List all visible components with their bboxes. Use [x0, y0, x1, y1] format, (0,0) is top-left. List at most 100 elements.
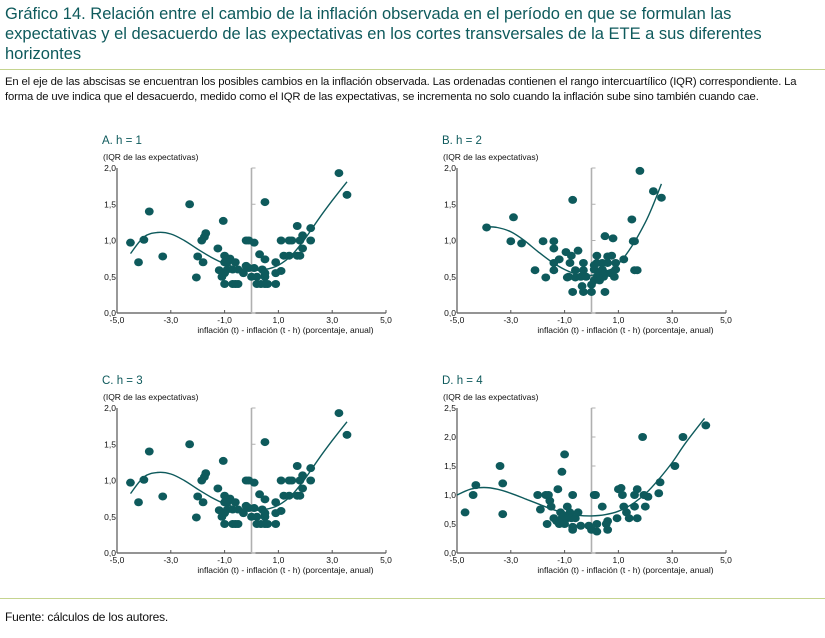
data-point	[276, 236, 286, 245]
data-point	[640, 502, 650, 511]
data-point	[144, 207, 154, 216]
scatter-plot: C. h = 3 (IQR de las expectativas) 0,0 0,5 1…	[102, 375, 392, 575]
data-point	[230, 498, 240, 507]
data-point	[542, 520, 552, 528]
data-point	[592, 527, 602, 536]
panel-title: A. h = 1	[102, 135, 142, 147]
data-point	[603, 517, 613, 526]
data-point	[284, 251, 294, 260]
y-tick-label: 0,0	[444, 308, 456, 318]
data-point	[233, 520, 243, 528]
data-point	[506, 237, 516, 246]
x-tick-label: -1,0	[557, 555, 572, 565]
data-point	[298, 244, 308, 253]
x-axis-label: inflación (t) - inflación (t - h) (porce…	[197, 565, 373, 575]
data-point	[549, 237, 559, 246]
x-tick-label: 3,0	[326, 555, 338, 565]
data-point	[553, 485, 563, 494]
data-point	[306, 236, 316, 245]
y-tick-label: 2,0	[444, 163, 456, 173]
data-point	[576, 521, 586, 530]
data-point	[263, 520, 273, 528]
data-point	[568, 491, 578, 499]
data-point	[271, 280, 281, 288]
data-point	[193, 492, 203, 501]
data-point	[498, 479, 508, 488]
data-point	[271, 498, 281, 507]
data-point	[298, 231, 308, 240]
y-tick-label: 1,0	[444, 490, 456, 500]
data-point	[185, 440, 195, 449]
data-point	[591, 491, 600, 499]
data-point	[533, 491, 543, 499]
data-point	[306, 476, 316, 485]
data-point	[292, 462, 302, 470]
top-divider	[0, 69, 825, 70]
data-point	[139, 235, 149, 244]
data-point	[260, 495, 270, 504]
data-point	[468, 491, 478, 499]
x-tick-label: -1,0	[557, 315, 572, 325]
data-point	[579, 258, 588, 267]
x-axis-label: inflación (t) - inflación (t - h) (porce…	[537, 565, 713, 575]
data-point	[126, 238, 135, 247]
fit-curve	[486, 183, 663, 277]
scatter-plot: B. h = 2 (IQR de las expectativas) 0,0 0,5 1…	[442, 135, 732, 335]
y-tick-label: 1,5	[104, 199, 116, 209]
panel-d: D. h = 4 (IQR de las expectativas) 0,0 0,5 1…	[430, 370, 770, 600]
data-point	[678, 433, 688, 441]
chart-description: En el eje de las abscisas se encuentran …	[5, 76, 797, 103]
fit-curve	[129, 181, 348, 272]
data-point	[581, 272, 591, 281]
data-point	[482, 223, 491, 232]
y-tick-label: 0,0	[444, 548, 456, 558]
y-tick-label: 1,5	[104, 439, 116, 449]
data-point	[608, 234, 618, 243]
y-tick-label: 0,0	[104, 548, 116, 558]
panel-c: C. h = 3 (IQR de las expectativas) 0,0 0,5 1…	[90, 370, 430, 600]
x-axis-label: inflación (t) - inflación (t - h) (porce…	[537, 325, 713, 335]
data-point	[295, 491, 305, 500]
y-tick-label: 0,5	[104, 272, 116, 282]
panel-a: A. h = 1 (IQR de las expectativas) 0,0 0,5 1…	[90, 130, 430, 360]
data-point	[460, 508, 470, 517]
data-point	[570, 266, 580, 275]
y-tick-label: 0,5	[444, 272, 456, 282]
x-tick-label: 3,0	[326, 315, 338, 325]
data-point	[298, 471, 308, 480]
y-tick-label: 2,0	[444, 432, 456, 442]
data-point	[334, 409, 344, 418]
data-point	[654, 489, 664, 498]
x-tick-label: -5,0	[110, 315, 125, 325]
data-point	[632, 514, 642, 523]
data-point	[252, 272, 262, 281]
y-tick-label: 1,0	[444, 236, 456, 246]
data-point	[252, 512, 262, 521]
data-point	[295, 251, 305, 260]
data-point	[249, 478, 259, 487]
data-point	[193, 252, 203, 261]
y-axis-label: (IQR de las expectativas)	[443, 152, 539, 162]
data-point	[260, 198, 270, 207]
data-point	[498, 510, 508, 519]
data-point	[144, 447, 154, 456]
data-point	[609, 272, 619, 281]
y-tick-label: 1,5	[444, 461, 456, 471]
data-point	[632, 485, 642, 494]
x-tick-label: -1,0	[217, 315, 232, 325]
x-tick-label: 5,0	[720, 555, 732, 565]
x-tick-label: -5,0	[450, 555, 465, 565]
x-tick-label: 5,0	[720, 315, 732, 325]
x-tick-label: -3,0	[503, 315, 518, 325]
data-point	[276, 476, 286, 485]
data-point	[255, 250, 264, 259]
data-point	[607, 251, 617, 260]
data-point	[612, 514, 622, 523]
x-tick-label: -3,0	[503, 555, 518, 565]
data-point	[342, 190, 352, 199]
data-point	[701, 421, 711, 430]
data-point	[213, 244, 223, 253]
data-point	[191, 513, 201, 522]
data-point	[592, 251, 602, 260]
data-point	[587, 287, 596, 296]
